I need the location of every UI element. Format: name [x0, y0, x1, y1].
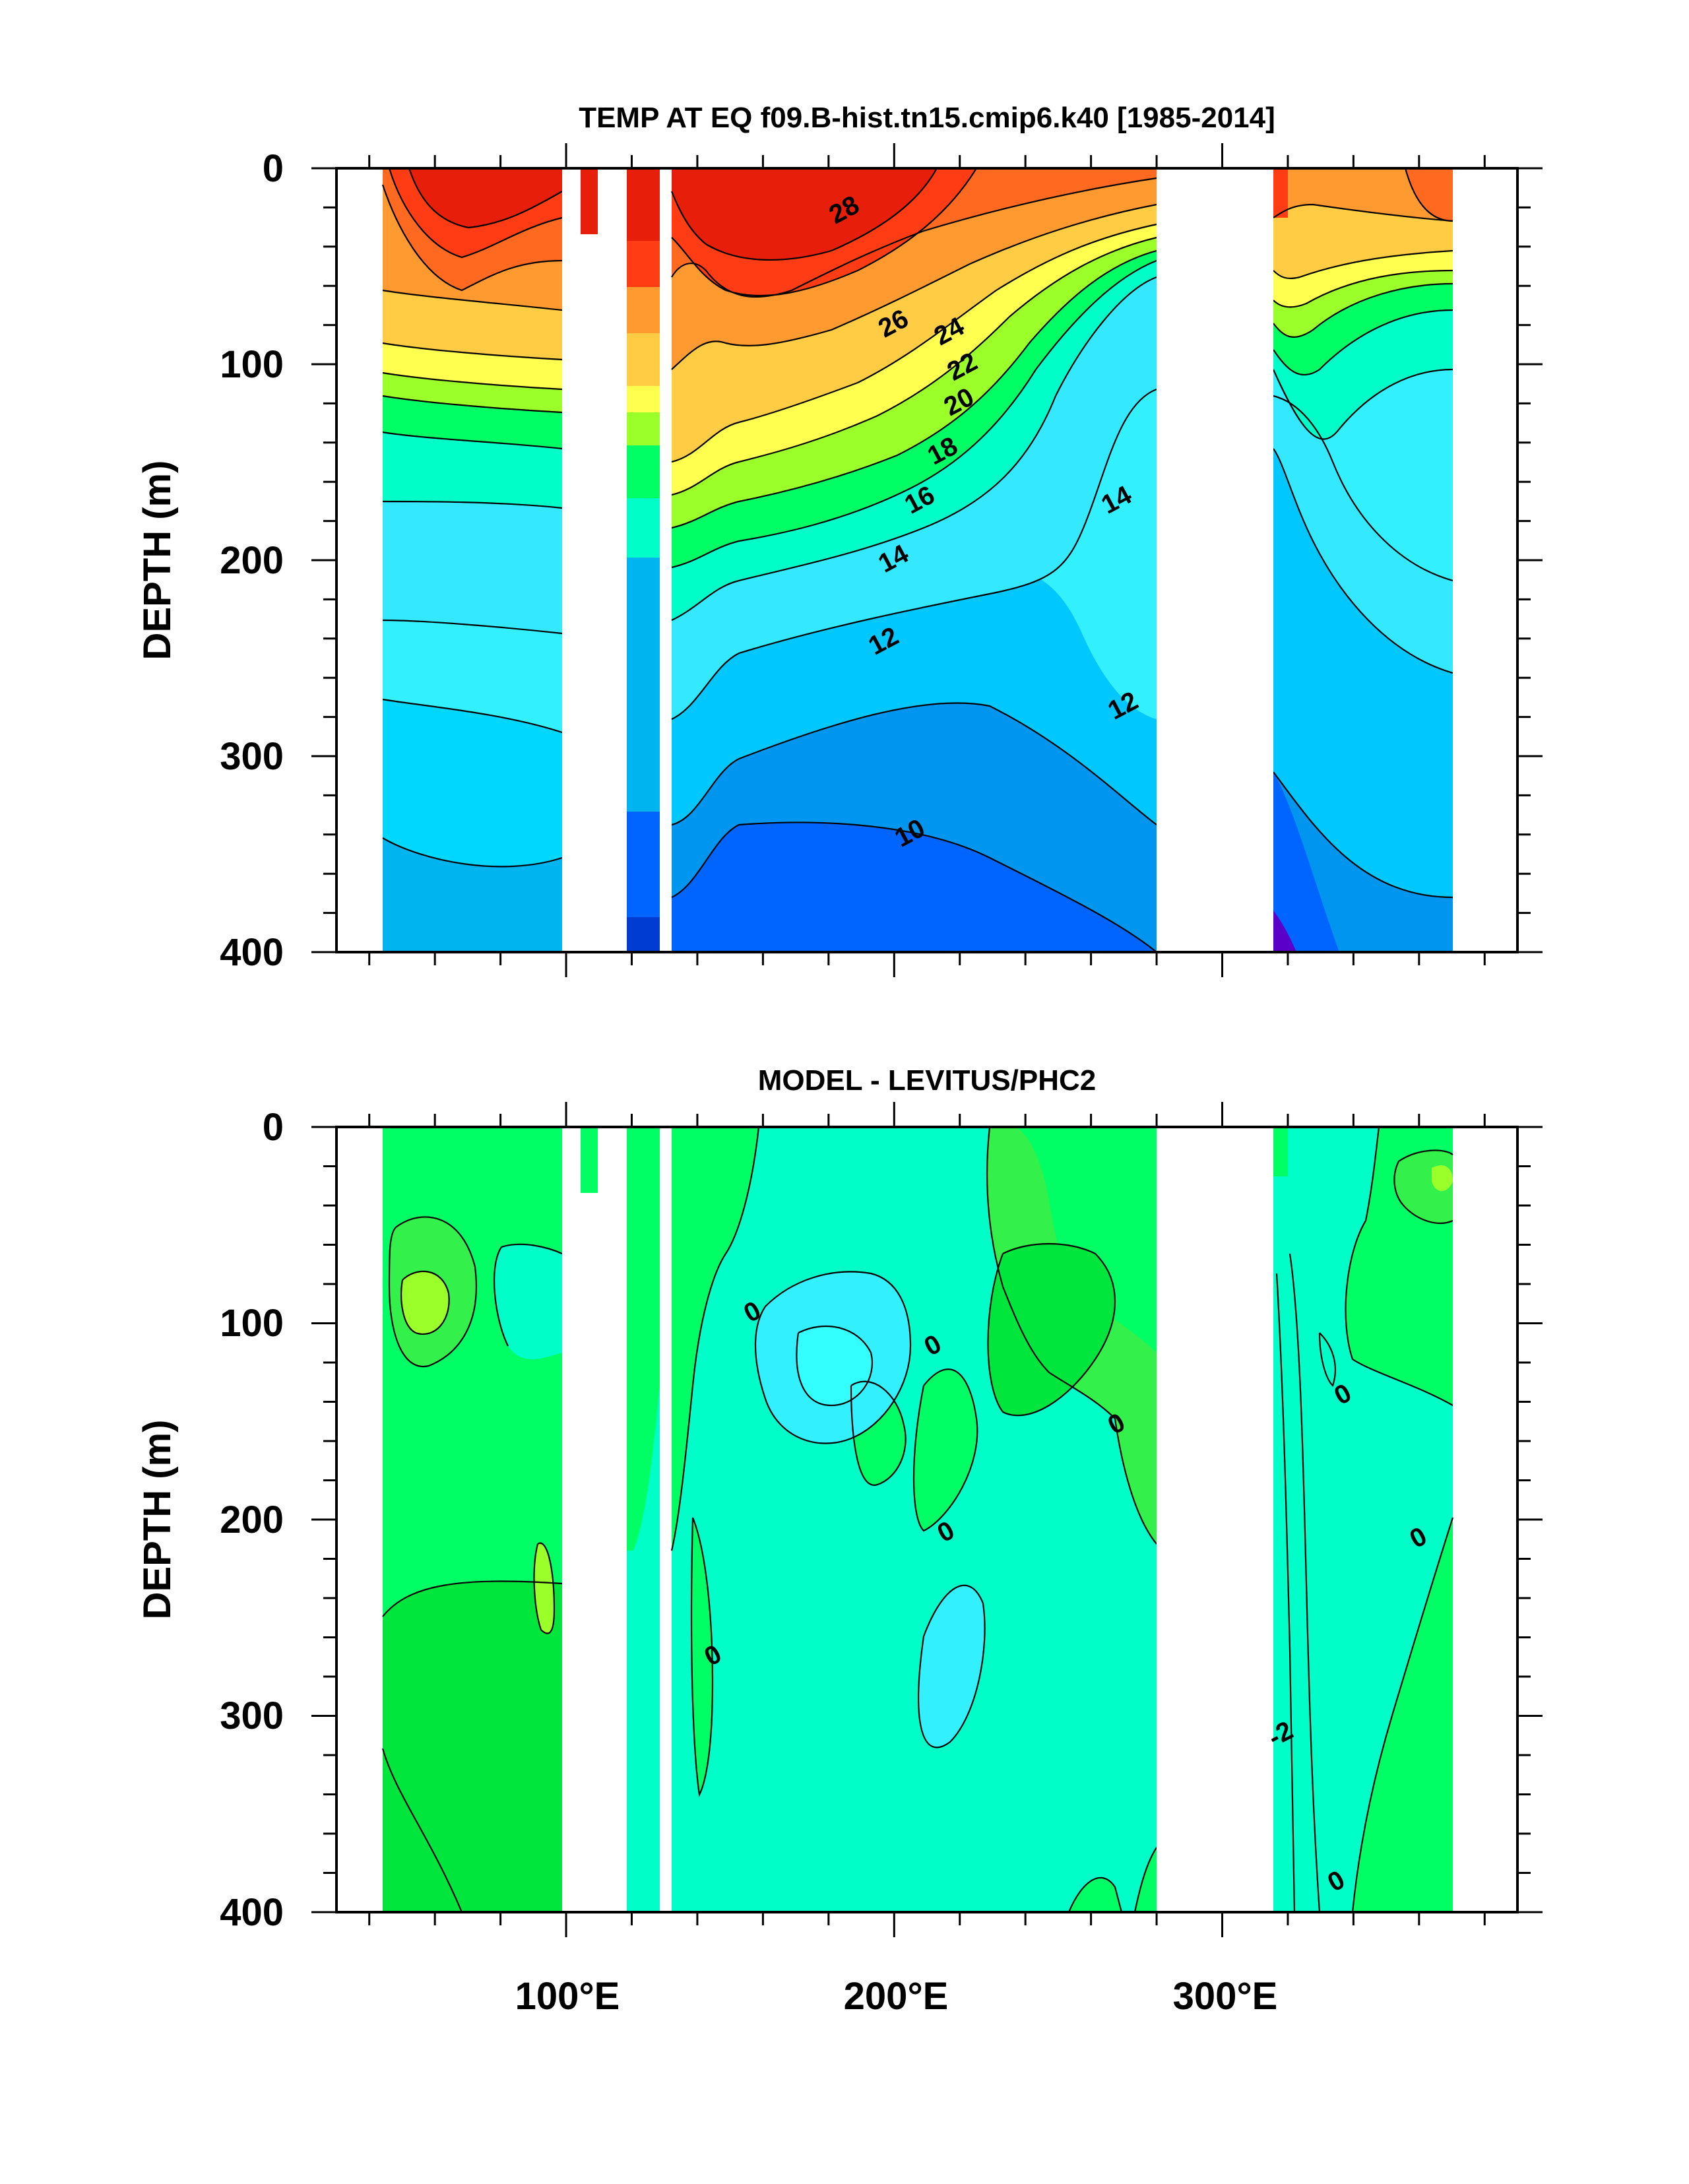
panel1-ytick-100: 100: [220, 343, 284, 386]
panel1-title: TEMP AT EQ f09.B-hist.tn15.cmip6.k40 [19…: [579, 102, 1275, 134]
region-atlantic-diff: [1261, 1127, 1453, 1912]
land-mask: [598, 168, 627, 952]
region-indian-ocean-diff: [383, 1127, 562, 1912]
region-pacific: [672, 168, 1157, 952]
land-mask: [1157, 168, 1273, 952]
difference-field: [381, 1127, 1454, 1912]
xtick-300E: 300°E: [1173, 1975, 1278, 2018]
panel2-ytick-200: 200: [220, 1498, 284, 1541]
panel2-ytick-400: 400: [220, 1891, 284, 1934]
panel2-ytick-0: 0: [263, 1106, 284, 1149]
land-mask: [562, 1127, 581, 1912]
panel2-ylabel: DEPTH (m): [136, 1420, 179, 1620]
panel1-ytick-400: 400: [220, 931, 284, 974]
difference-panel: MODEL - LEVITUS/PHC2: [136, 1064, 1543, 2018]
region-indian-ocean: [383, 168, 562, 952]
panel2-ytick-300: 300: [220, 1694, 284, 1737]
land-mask: [581, 234, 598, 952]
temperature-panel: TEMP AT EQ f09.B-hist.tn15.cmip6.k40 [19…: [136, 102, 1543, 977]
panel2-title: MODEL - LEVITUS/PHC2: [758, 1064, 1097, 1097]
panel1-ylabel: DEPTH (m): [136, 461, 179, 660]
land-mask: [581, 1193, 598, 1912]
panel1-ytick-200: 200: [220, 539, 284, 582]
temperature-contours: [381, 168, 1453, 952]
xtick-100E: 100°E: [515, 1975, 620, 2018]
xtick-200E: 200°E: [844, 1975, 949, 2018]
region-indonesian-throughflow: [581, 168, 674, 952]
temperature-field: [381, 168, 1453, 952]
panel2-ticks: [311, 1102, 1543, 1937]
land-mask: [1157, 1127, 1273, 1912]
difference-contours: [381, 1127, 1454, 1912]
panel1-ytick-300: 300: [220, 735, 284, 778]
region-atlantic: [1261, 168, 1453, 952]
panel1-ticks: [311, 143, 1543, 977]
region-pacific-diff: [672, 1127, 1157, 1912]
land-mask: [562, 168, 581, 952]
region-throughflow-diff: [581, 1127, 680, 1912]
panel2-ytick-100: 100: [220, 1302, 284, 1345]
land-mask: [598, 1127, 627, 1912]
panel1-ytick-0: 0: [263, 147, 284, 190]
